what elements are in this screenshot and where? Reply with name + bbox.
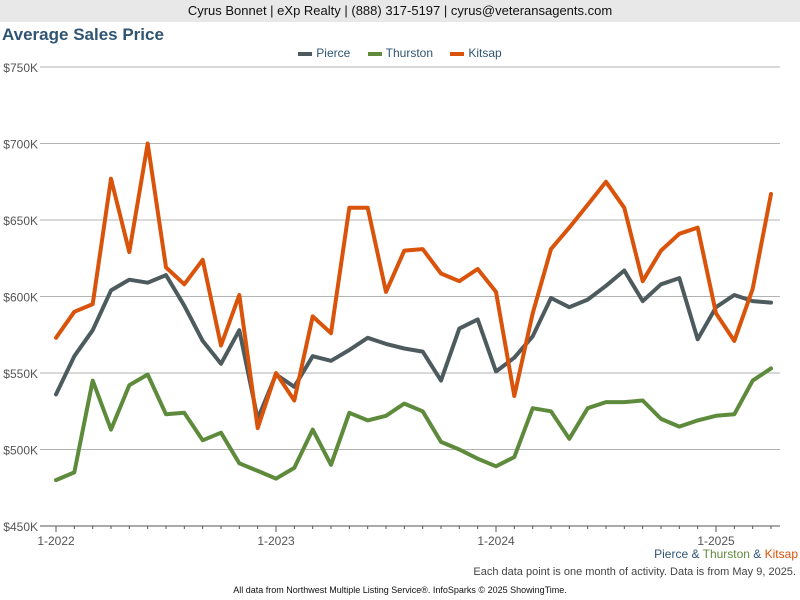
legend-item-pierce[interactable]: Pierce <box>298 46 350 60</box>
y-tick-label: $650K <box>3 214 38 228</box>
x-tick-label: 1-2023 <box>257 534 295 548</box>
legend-label-pierce: Pierce <box>316 46 351 60</box>
attrib-kitsap: Kitsap <box>764 547 798 561</box>
series-line-thurston <box>54 366 773 483</box>
attrib-pierce: Pierce <box>654 547 689 561</box>
x-tick-label: 1-2022 <box>37 534 75 548</box>
y-tick-label: $550K <box>3 367 38 381</box>
attrib-amp-1: & <box>688 547 703 561</box>
legend-swatch-thurston <box>367 51 382 56</box>
legend-label-thurston: Thurston <box>385 46 433 60</box>
series-attribution: Pierce & Thurston & Kitsap <box>654 547 798 561</box>
y-tick-label: $450K <box>3 520 38 534</box>
legend-item-kitsap[interactable]: Kitsap <box>450 46 502 60</box>
source-credit: All data from Northwest Multiple Listing… <box>233 585 567 595</box>
legend-label-kitsap: Kitsap <box>468 46 502 60</box>
legend-swatch-kitsap <box>450 51 465 56</box>
series-line-pierce <box>54 268 773 421</box>
legend-swatch-pierce <box>298 51 313 56</box>
y-tick-label: $700K <box>3 138 38 152</box>
chart-title: Average Sales Price <box>2 25 164 44</box>
attrib-thurston: Thurston <box>702 547 750 561</box>
attrib-amp-2: & <box>749 547 765 561</box>
y-tick-label: $500K <box>3 444 38 458</box>
y-tick-label: $750K <box>3 61 38 75</box>
legend-item-thurston[interactable]: Thurston <box>367 46 433 60</box>
contact-header: Cyrus Bonnet | eXp Realty | (888) 317-51… <box>0 0 800 22</box>
series-line-kitsap <box>54 141 773 431</box>
footnote: Each data point is one month of activity… <box>473 566 796 578</box>
y-tick-label: $600K <box>3 291 38 305</box>
x-tick-label: 1-2024 <box>477 534 515 548</box>
x-tick-label: 1-2025 <box>697 534 735 548</box>
legend: Pierce Thurston Kitsap <box>0 46 800 60</box>
